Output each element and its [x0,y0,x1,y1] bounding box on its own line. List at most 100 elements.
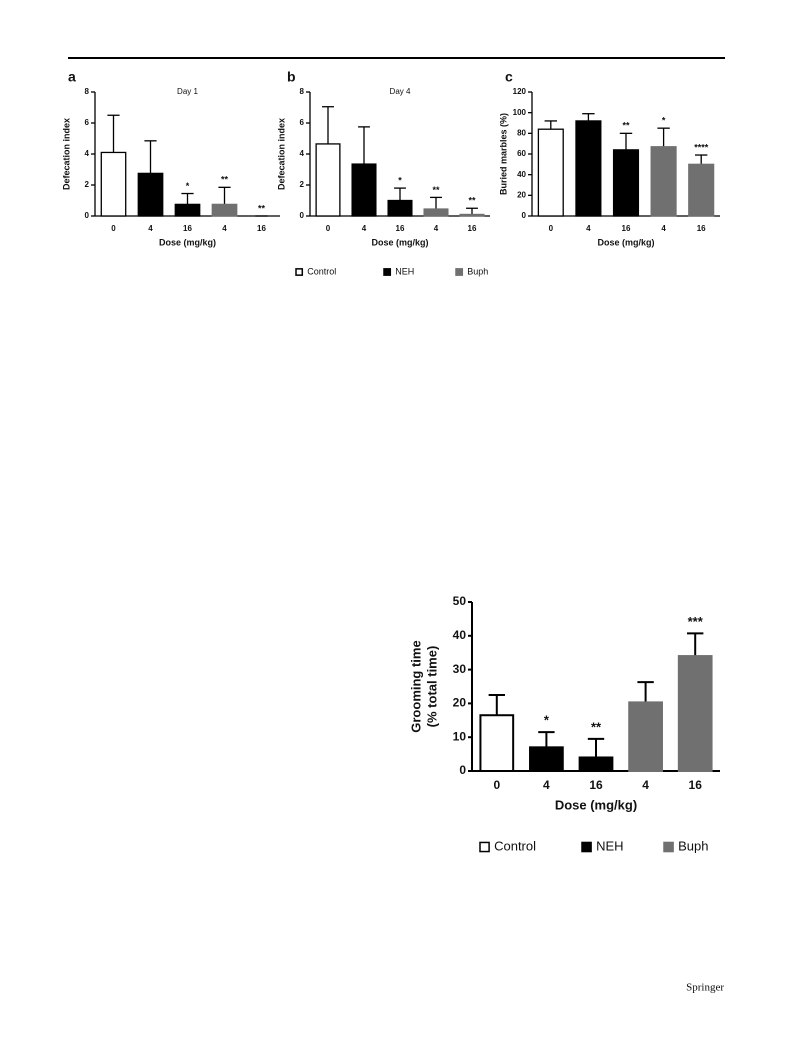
y-tick-label: 30 [453,662,467,676]
bar [174,203,201,217]
annotation: ** [221,175,229,185]
y-tick-label: 8 [300,87,305,96]
y-tick-label: 4 [300,149,305,158]
y-axis-label: (% total time) [424,646,439,728]
y-tick-label: 20 [453,696,467,710]
x-axis-label: Dose (mg/kg) [159,237,216,247]
x-tick-label: 16 [183,224,192,233]
x-axis-label: Dose (mg/kg) [597,237,654,247]
x-tick-label: 16 [697,224,706,233]
legend-swatch [479,841,490,853]
panel-label: b [287,69,296,85]
x-tick-label: 4 [222,224,227,233]
chart-title: Day 1 [177,87,198,96]
legend-swatch [663,841,674,853]
bar [628,701,663,772]
y-axis-label: Buried marbles (%) [498,113,508,195]
x-tick-label: 4 [642,778,649,792]
y-tick-label: 2 [85,180,90,189]
bar [423,208,449,217]
bar [537,128,564,217]
footer: Springer [686,982,724,994]
bar [575,120,602,217]
y-tick-label: 0 [300,211,305,220]
bar [387,199,413,217]
annotation: **** [694,142,709,152]
x-tick-label: 4 [148,224,153,233]
annotation: * [186,181,190,191]
bar [650,146,677,217]
y-tick-label: 6 [300,118,305,127]
annotation: *** [688,614,704,629]
bar [578,756,614,772]
x-tick-label: 16 [257,224,266,233]
x-tick-label: 0 [549,224,554,233]
y-tick-label: 4 [85,149,90,158]
y-axis-label: Defecation index [276,118,286,190]
bar [211,203,238,217]
x-axis-label: Dose (mg/kg) [555,797,637,812]
legend-swatch [295,268,304,276]
y-tick-label: 60 [517,149,526,158]
legend-label: Buph [678,838,708,853]
legend-label: NEH [395,266,414,276]
bar [137,172,164,217]
panel-label: a [68,69,76,85]
legend-swatch [455,268,464,276]
x-tick-label: 4 [661,224,666,233]
x-tick-label: 16 [622,224,631,233]
y-tick-label: 50 [453,594,467,608]
x-tick-label: 4 [586,224,591,233]
bar [529,746,564,773]
x-tick-label: 16 [396,224,405,233]
chart-title: Day 4 [390,87,411,96]
y-tick-label: 0 [459,763,466,777]
annotation: ** [591,719,602,734]
legend-swatch [581,841,592,853]
legend-label: NEH [596,838,623,853]
legend-label: Buph [467,266,488,276]
bar [100,151,127,217]
legend-label: Control [307,266,336,276]
x-tick-label: 0 [326,224,331,233]
x-tick-label: 4 [434,224,439,233]
y-tick-label: 0 [85,211,90,220]
annotation: ** [468,196,476,206]
y-tick-label: 6 [85,118,90,127]
y-tick-label: 40 [517,170,526,179]
x-tick-label: 16 [689,778,703,792]
y-tick-label: 80 [517,128,526,137]
x-axis-label: Dose (mg/kg) [371,237,428,247]
bar [677,655,713,773]
annotation: * [662,116,666,126]
bar [479,714,515,772]
bar [315,143,341,217]
x-tick-label: 0 [111,224,116,233]
x-tick-label: 4 [543,778,550,792]
annotation: ** [622,121,630,131]
annotation: * [398,175,402,185]
x-tick-label: 16 [468,224,477,233]
y-tick-label: 120 [513,87,527,96]
x-tick-label: 4 [362,224,367,233]
bar [612,149,640,217]
y-axis-label: Defecation index [61,118,71,190]
y-tick-label: 40 [453,628,467,642]
legend-label: Control [494,838,536,853]
y-tick-label: 20 [517,190,526,199]
x-tick-label: 0 [493,778,500,792]
annotation: ** [432,185,440,195]
bar [351,163,377,217]
y-tick-label: 10 [453,729,467,743]
legend-swatch [383,268,392,276]
y-axis-label: Grooming time [408,640,423,732]
bar [688,163,715,217]
y-tick-label: 8 [85,87,90,96]
y-tick-label: 0 [522,211,527,220]
y-tick-label: 2 [300,180,305,189]
x-tick-label: 16 [589,778,603,792]
panel-label: c [505,69,513,85]
annotation: * [544,713,550,728]
y-tick-label: 100 [513,108,527,117]
